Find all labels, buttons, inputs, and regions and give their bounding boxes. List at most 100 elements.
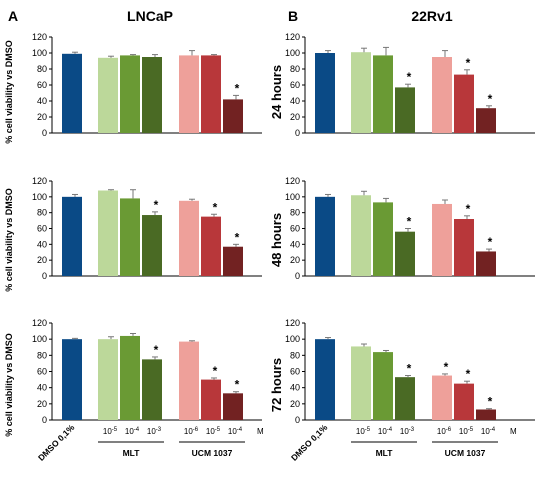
y-tick-label: 0 <box>295 415 300 425</box>
y-tick-label: 0 <box>42 128 47 138</box>
dmso-label: DMSO 0,1% <box>36 422 77 463</box>
unit-label: M <box>257 427 264 436</box>
concentration-label: 10-6 <box>437 427 452 436</box>
bar <box>179 341 199 420</box>
y-tick-label: 20 <box>290 255 300 265</box>
bar <box>454 74 474 133</box>
bar <box>120 55 140 133</box>
concentration-label: 10-3 <box>147 427 162 436</box>
y-tick-label: 120 <box>285 32 300 42</box>
group-label-ucm: UCM 1037 <box>192 448 233 458</box>
bar <box>476 108 496 133</box>
bar <box>98 57 118 133</box>
bar <box>201 216 221 276</box>
y-tick-label: 60 <box>37 224 47 234</box>
bar <box>315 196 335 276</box>
bar <box>476 251 496 276</box>
y-tick-label: 60 <box>290 224 300 234</box>
y-tick-label: 80 <box>37 350 47 360</box>
chart-a-1: 0 20 40 60 80 100 120 * <box>32 32 262 138</box>
y-tick-label: 60 <box>290 80 300 90</box>
y-tick-label: 40 <box>37 383 47 393</box>
y-tick-label: 80 <box>37 208 47 218</box>
bar <box>142 359 162 420</box>
group-label-ucm: UCM 1037 <box>445 448 486 458</box>
bar <box>432 375 452 420</box>
significance-asterisk: * <box>154 343 159 357</box>
y-tick-label: 120 <box>32 32 47 42</box>
unit-label: M <box>510 427 517 436</box>
chart-a-3: 0 20 40 60 80 100 120 * * * <box>32 318 262 425</box>
y-tick-label: 100 <box>32 192 47 202</box>
concentration-label: 10-5 <box>206 427 221 436</box>
y-tick-label: 40 <box>290 383 300 393</box>
y-tick-label: 0 <box>295 271 300 281</box>
x-labels-a: DMSO 0,1% 10-5 10-4 10-3 10-6 10-5 10-4 M MLT UCM… <box>36 422 264 463</box>
y-tick-label: 80 <box>290 350 300 360</box>
significance-asterisk: * <box>466 202 471 216</box>
y-tick-label: 40 <box>37 96 47 106</box>
y-tick-label: 20 <box>37 399 47 409</box>
y-tick-label: 0 <box>295 128 300 138</box>
chart-b-1: 0 20 40 60 80 100 120 * * * <box>285 32 535 138</box>
y-axis-title-row2: % cell viability vs DMSO <box>4 188 14 292</box>
bar <box>373 55 393 133</box>
time-label-48h: 48 hours <box>269 213 284 267</box>
bar <box>432 203 452 276</box>
y-tick-label: 40 <box>37 239 47 249</box>
significance-asterisk: * <box>488 92 493 106</box>
bar <box>432 57 452 133</box>
concentration-label: 10-4 <box>125 427 140 436</box>
y-tick-label: 60 <box>37 80 47 90</box>
significance-asterisk: * <box>488 395 493 409</box>
concentration-label: 10-4 <box>481 427 496 436</box>
concentration-label: 10-4 <box>378 427 393 436</box>
bar <box>98 339 118 420</box>
significance-asterisk: * <box>235 230 240 244</box>
bar <box>373 352 393 420</box>
significance-asterisk: * <box>154 198 159 212</box>
cell-line-title-a: LNCaP <box>127 8 173 24</box>
y-tick-label: 20 <box>290 112 300 122</box>
y-tick-label: 60 <box>37 367 47 377</box>
bar <box>315 339 335 420</box>
bar <box>395 231 415 276</box>
y-tick-label: 20 <box>290 399 300 409</box>
bar <box>373 202 393 276</box>
significance-asterisk: * <box>407 362 412 376</box>
y-axis-title-row3: % cell viability vs DMSO <box>4 333 14 437</box>
y-tick-label: 100 <box>285 192 300 202</box>
significance-asterisk: * <box>235 81 240 95</box>
concentration-label: 10-4 <box>228 427 243 436</box>
y-tick-label: 60 <box>290 367 300 377</box>
significance-asterisk: * <box>213 200 218 214</box>
y-tick-label: 120 <box>285 176 300 186</box>
bar <box>223 393 243 420</box>
bar <box>120 198 140 276</box>
y-tick-label: 120 <box>32 318 47 328</box>
significance-asterisk: * <box>488 235 493 249</box>
bar <box>223 99 243 133</box>
y-tick-label: 100 <box>32 334 47 344</box>
bar <box>201 55 221 133</box>
y-tick-label: 40 <box>290 239 300 249</box>
bar <box>351 346 371 420</box>
time-label-24h: 24 hours <box>269 65 284 119</box>
x-labels-layer: DMSO 0,1% 10-5 10-4 10-3 10-6 10-5 10-4 M MLT UCM… <box>36 422 517 463</box>
concentration-label: 10-5 <box>103 427 118 436</box>
significance-asterisk: * <box>466 367 471 381</box>
significance-asterisk: * <box>466 56 471 70</box>
concentration-label: 10-5 <box>459 427 474 436</box>
bar <box>179 200 199 276</box>
y-tick-label: 100 <box>285 48 300 58</box>
bar <box>98 190 118 276</box>
group-label-mlt: MLT <box>376 448 394 458</box>
significance-asterisk: * <box>407 215 412 229</box>
panel-letter-b: B <box>288 8 298 24</box>
bar <box>62 196 82 276</box>
y-tick-label: 20 <box>37 255 47 265</box>
y-tick-label: 80 <box>290 64 300 74</box>
y-tick-label: 100 <box>32 48 47 58</box>
y-tick-label: 80 <box>37 64 47 74</box>
chart-b-2: 0 20 40 60 80 100 120 * * * <box>285 176 535 281</box>
